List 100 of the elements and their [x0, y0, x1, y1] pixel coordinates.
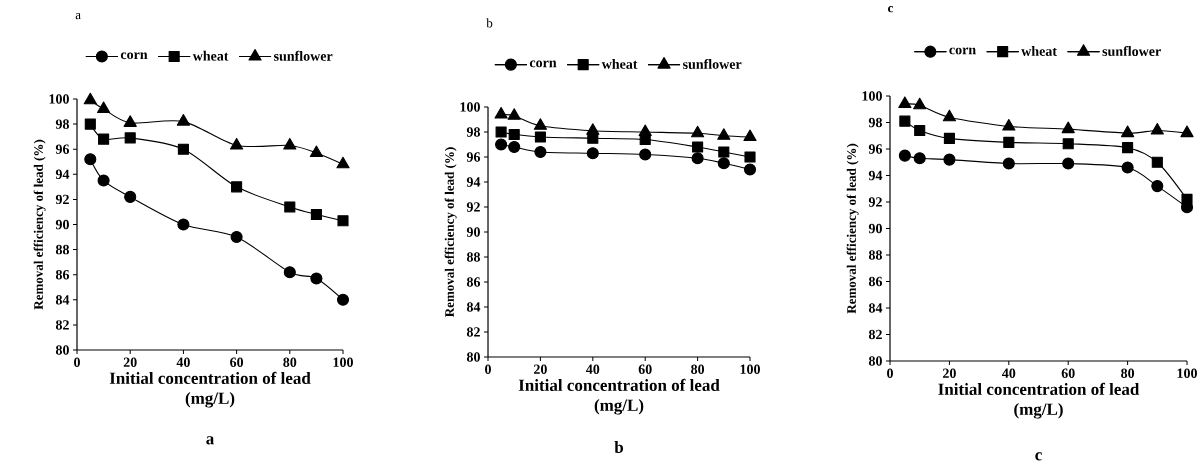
y-tick-label: 88 [55, 244, 70, 255]
x-axis-title: Initial concentration of lead (mg/L) [109, 371, 311, 408]
y-tick-label: 96 [868, 144, 883, 154]
point [1180, 125, 1194, 138]
y-tick-label: 86 [868, 276, 883, 287]
text: a [206, 436, 214, 445]
x-axis-title: Initial concentration of lead (mg/L) [938, 382, 1140, 419]
point [309, 145, 324, 158]
x-tick-label: 40 [1002, 368, 1016, 378]
point [1121, 161, 1134, 174]
point [284, 201, 296, 213]
point [283, 266, 296, 279]
point [1062, 138, 1074, 150]
y-axis-title: Removal efficiency of lead (%) [444, 147, 457, 317]
point [96, 101, 111, 114]
point [336, 293, 350, 306]
x-tick-label: 60 [230, 357, 244, 367]
x-tick-label: 20 [123, 357, 137, 367]
point [124, 132, 136, 144]
text: b [614, 441, 624, 453]
y-tick-label: 88 [868, 250, 883, 260]
point [231, 181, 243, 193]
point [1150, 122, 1164, 135]
y-tick-label: 90 [868, 223, 882, 234]
y-tick-label: 84 [466, 302, 481, 312]
y-tick-label: 92 [55, 194, 69, 205]
point [914, 124, 926, 136]
x-tick-label: 80 [691, 364, 705, 374]
y-tick-label: 86 [466, 277, 481, 287]
legend-label: corn [529, 60, 557, 68]
point [283, 137, 297, 150]
point [1122, 142, 1134, 154]
legend-label: sunflower [683, 58, 742, 69]
point [913, 97, 927, 110]
legend-label: wheat [601, 59, 638, 69]
point [123, 115, 137, 127]
y-tick-label: 92 [466, 202, 480, 212]
point [310, 208, 322, 221]
x-tick-label: 0 [485, 364, 491, 374]
x-tick-label: 20 [942, 368, 956, 378]
chart-title: a [75, 12, 81, 20]
point [84, 118, 96, 130]
y-tick-label: 94 [55, 169, 70, 180]
y-tick-label: 82 [868, 329, 882, 340]
x-tick-label: 0 [74, 357, 80, 367]
point [898, 149, 911, 162]
chart-title: c [888, 6, 894, 13]
y-tick-label: 98 [868, 117, 883, 128]
y-axis-title: Removal efficiency of lead (%) [33, 139, 46, 310]
point [1002, 157, 1015, 170]
point [83, 92, 97, 105]
y-tick-label: 82 [466, 327, 480, 337]
point [1151, 156, 1163, 168]
point [898, 96, 912, 108]
point [98, 133, 110, 145]
point [1181, 193, 1193, 205]
legend-label: sunflower [274, 50, 333, 61]
y-tick-label: 90 [466, 227, 480, 237]
x-tick-label: 0 [887, 368, 893, 378]
legend-label: wheat [192, 50, 229, 61]
point [1003, 136, 1015, 148]
y-tick-label: 98 [466, 127, 481, 137]
point [336, 156, 350, 169]
point [177, 143, 189, 155]
legend-label: sunflower [1102, 45, 1161, 57]
y-tick-label: 94 [868, 170, 883, 181]
y-axis-title: Removal efficiency of lead (%) [846, 143, 859, 314]
legend-label: corn [120, 52, 148, 60]
point [1002, 118, 1016, 131]
y-tick-label: 84 [55, 295, 70, 305]
x-tick-label: 20 [533, 364, 547, 374]
x-tick-label: 80 [1121, 368, 1135, 378]
y-tick-label: 82 [55, 320, 69, 330]
point [337, 215, 349, 227]
x-tick-label: 100 [1177, 368, 1197, 378]
y-tick-label: 96 [466, 152, 481, 162]
y-tick-label: 88 [466, 252, 481, 262]
x-tick-label: 80 [283, 357, 297, 367]
point [310, 272, 323, 285]
y-tick-label: 86 [55, 269, 70, 280]
y-tick-label: 92 [868, 197, 882, 207]
point [84, 153, 97, 166]
y-tick-label: 94 [466, 177, 481, 187]
point [229, 137, 244, 150]
y-tick-label: 100 [49, 94, 69, 104]
point [942, 109, 957, 122]
point [176, 114, 191, 126]
y-tick-label: 100 [862, 91, 882, 101]
x-axis-title: Initial concentration of lead (mg/L) [518, 378, 720, 415]
chart-title: b [486, 18, 493, 28]
point [913, 152, 926, 165]
x-tick-label: 40 [176, 357, 190, 367]
x-tick-label: 100 [333, 357, 353, 367]
point [124, 190, 137, 203]
point [97, 174, 110, 187]
point [1121, 125, 1135, 138]
point [230, 231, 243, 244]
point [943, 132, 955, 144]
point [1151, 180, 1164, 193]
x-tick-label: 60 [1061, 368, 1075, 378]
